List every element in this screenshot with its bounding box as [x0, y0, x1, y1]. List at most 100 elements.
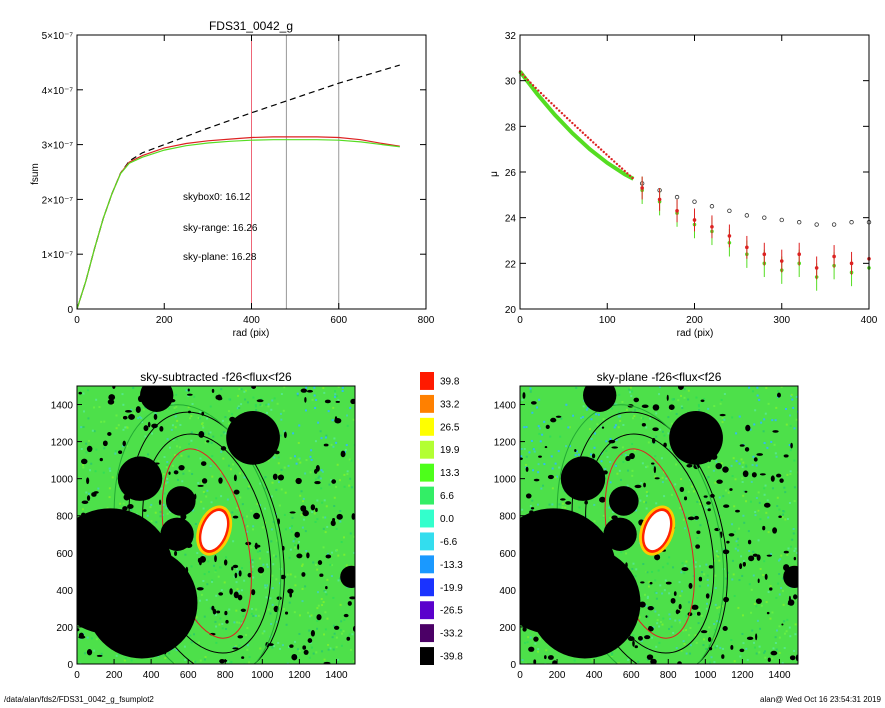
image-pixel — [685, 652, 688, 655]
image-pixel — [718, 606, 721, 609]
image-pixel — [309, 455, 312, 458]
image-x-tick-label: 1000 — [251, 670, 274, 681]
mask-dot — [241, 656, 245, 659]
image-pixel — [525, 455, 528, 458]
image-pixel — [707, 476, 710, 479]
image-pixel — [252, 528, 255, 531]
image-pixel — [86, 389, 89, 392]
image-pixel — [121, 416, 124, 419]
image-pixel — [223, 581, 226, 584]
image-pixel — [661, 592, 664, 595]
image-pixel — [678, 619, 681, 622]
image-pixel — [164, 657, 167, 660]
image-pixel — [211, 475, 214, 478]
image-pixel — [202, 426, 205, 429]
mask-dot — [323, 661, 331, 664]
image-pixel — [301, 564, 304, 567]
mask-dot — [722, 626, 728, 631]
image-pixel — [204, 656, 207, 659]
image-pixel — [277, 456, 280, 459]
image-pixel — [674, 619, 677, 622]
image-pixel — [238, 644, 241, 647]
mask-dot — [317, 560, 323, 565]
image-pixel — [733, 505, 736, 508]
colorbar-label: -6.6 — [440, 537, 458, 548]
image-pixel — [203, 573, 206, 576]
image-pixel — [93, 649, 96, 652]
image-pixel — [605, 440, 608, 443]
image-pixel — [651, 441, 654, 444]
image-pixel — [239, 496, 242, 499]
image-pixel — [166, 464, 169, 467]
inner-profile-point — [547, 99, 550, 102]
image-pixel — [208, 570, 211, 573]
mask-dot — [670, 597, 676, 604]
image-pixel — [572, 414, 575, 417]
image-pixel — [680, 590, 683, 593]
image-pixel — [743, 521, 746, 524]
image-pixel — [685, 629, 688, 632]
image-pixel — [680, 459, 683, 462]
inner-profile-point — [607, 155, 611, 158]
image-pixel — [233, 621, 236, 624]
image-pixel — [714, 574, 717, 577]
image-pixel — [155, 521, 158, 524]
image-pixel — [633, 415, 636, 418]
mask-dot — [232, 647, 239, 650]
mask-dot — [544, 446, 548, 449]
inner-profile-point — [584, 133, 587, 137]
image-pixel — [631, 474, 634, 477]
mask-dot — [251, 386, 256, 389]
image-pixel — [282, 409, 285, 412]
image-pixel — [543, 420, 546, 423]
image-pixel — [737, 606, 740, 609]
image-pixel — [765, 511, 768, 514]
mask-disk — [599, 600, 634, 635]
image-pixel — [742, 642, 745, 645]
image-pixel — [159, 515, 162, 518]
image-pixel — [558, 503, 561, 506]
image-pixel — [655, 435, 658, 438]
image-pixel — [646, 571, 649, 574]
mask-dot — [677, 610, 681, 614]
image-pixel — [319, 477, 322, 480]
image-pixel — [671, 398, 674, 401]
image-pixel — [176, 419, 179, 422]
image-pixel — [335, 395, 338, 398]
image-pixel — [694, 634, 697, 637]
image-pixel — [270, 408, 273, 411]
mask-dot — [223, 559, 228, 566]
image-pixel — [689, 627, 692, 630]
mask-dot — [233, 489, 240, 495]
image-pixel — [730, 639, 733, 642]
image-pixel — [532, 469, 535, 472]
image-pixel — [672, 566, 675, 569]
mask-dot — [122, 440, 126, 447]
mask-dot — [233, 591, 239, 599]
mask-disk — [583, 386, 617, 412]
image-pixel — [334, 395, 337, 398]
mask-dot — [251, 589, 256, 596]
image-pixel — [224, 416, 227, 419]
image-pixel — [693, 612, 696, 615]
mask-disk — [156, 600, 191, 635]
image-pixel — [752, 550, 755, 553]
mask-dot — [86, 445, 93, 453]
mask-dot — [336, 513, 343, 520]
mask-dot — [695, 544, 701, 549]
image-pixel — [753, 603, 756, 606]
colorbar-swatch — [420, 486, 434, 505]
image-pixel — [677, 399, 680, 402]
image-pixel — [746, 658, 749, 661]
mask-dot — [627, 636, 635, 642]
image-pixel — [758, 651, 761, 654]
mask-dot — [654, 554, 661, 561]
image-pixel — [316, 499, 319, 502]
mask-dot — [643, 482, 646, 488]
image-pixel — [720, 462, 723, 465]
mask-dot — [352, 625, 355, 632]
image-pixel — [733, 594, 736, 597]
mask-dot — [324, 399, 331, 404]
image-pixel — [332, 648, 335, 651]
mask-dot — [677, 386, 684, 390]
